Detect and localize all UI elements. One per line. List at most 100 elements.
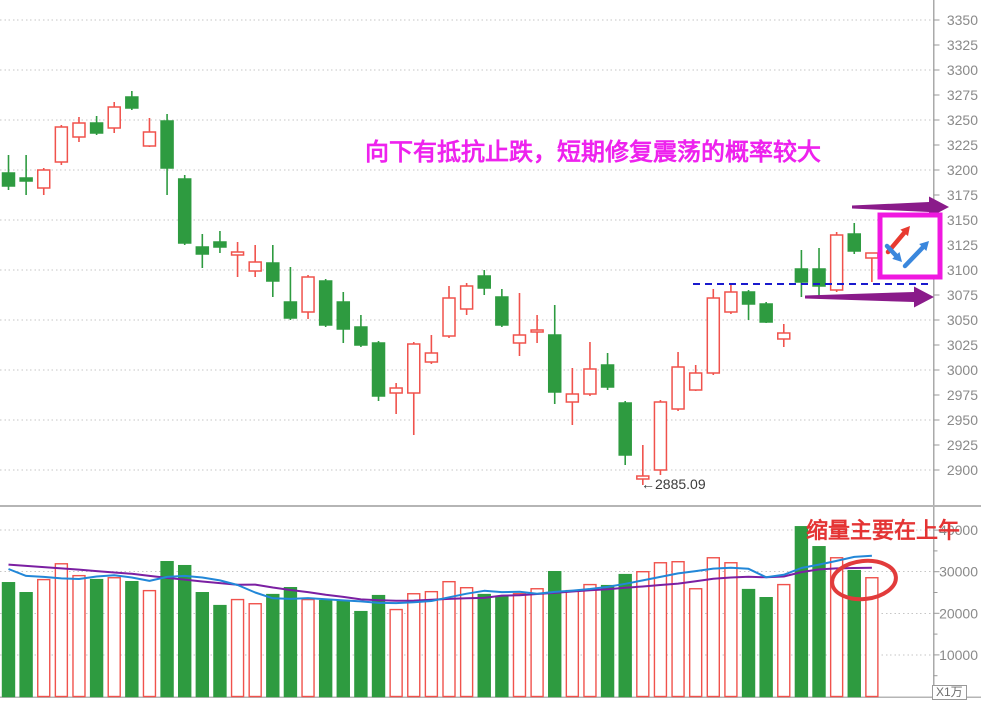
volume-bar xyxy=(266,593,280,698)
volume-bar xyxy=(724,562,738,698)
price-tick-label: 3250 xyxy=(947,112,978,128)
price-tick-label: 3325 xyxy=(947,37,978,53)
candle-body xyxy=(371,342,386,397)
price-axis-labels: 3350 3325 3300 3275 3250 3225 3200 3175 3150 3125… xyxy=(933,12,978,478)
candle-body xyxy=(142,131,157,147)
volume-bar xyxy=(177,564,192,698)
blue-down-arrow-icon-head xyxy=(892,252,902,262)
volume-unit-label: X1万 xyxy=(932,685,967,700)
candle-body xyxy=(177,178,192,244)
candle-body xyxy=(336,301,351,330)
volume-bar xyxy=(777,583,791,698)
candle-body xyxy=(671,366,685,410)
price-tick-label: 2950 xyxy=(947,412,978,428)
price-tick-label: 3225 xyxy=(947,137,978,153)
price-tick-label: 3175 xyxy=(947,187,978,203)
candle-body xyxy=(530,329,544,333)
blue-up-arrow-icon xyxy=(902,245,926,269)
volume-bar xyxy=(336,599,350,698)
candle-body xyxy=(706,297,721,374)
blue-down-arrow-icon xyxy=(884,243,899,258)
candle-body xyxy=(865,252,879,259)
candle-body xyxy=(301,276,315,313)
candle-body xyxy=(89,122,104,134)
volume-bars xyxy=(1,526,879,698)
volume-bar xyxy=(213,604,227,698)
candle-body xyxy=(688,372,703,391)
price-tick-label: 3050 xyxy=(947,312,978,328)
volume-bar xyxy=(847,569,861,698)
candle-body xyxy=(72,122,86,138)
price-tick-label: 2900 xyxy=(947,462,978,478)
candle-body xyxy=(847,233,862,252)
price-tick-label: 3075 xyxy=(947,287,978,303)
volume-bar xyxy=(354,610,368,698)
candle-body xyxy=(160,120,174,169)
candle-body xyxy=(424,352,439,363)
candle-body xyxy=(318,280,333,326)
candle-body xyxy=(283,301,298,319)
candle-body xyxy=(653,401,668,471)
candle-body xyxy=(266,262,280,282)
price-tick-label: 3150 xyxy=(947,212,978,228)
candle-body xyxy=(600,364,615,388)
price-tick-label: 3200 xyxy=(947,162,978,178)
volume-bar xyxy=(548,571,562,698)
candle-body xyxy=(829,234,844,291)
volume-bar xyxy=(389,608,403,698)
volume-bar xyxy=(318,599,333,698)
volume-bar xyxy=(371,594,386,698)
volume-bar xyxy=(688,588,703,698)
volume-bar xyxy=(424,590,439,698)
volume-bar xyxy=(636,571,650,698)
volume-bar xyxy=(195,592,210,698)
price-tick-label: 3025 xyxy=(947,337,978,353)
volume-bar xyxy=(653,562,668,698)
candle-body xyxy=(741,291,756,305)
candle-body xyxy=(495,296,509,326)
volume-bar xyxy=(1,582,16,698)
volume-bar xyxy=(142,589,157,698)
volume-bar xyxy=(530,588,544,698)
candle-body xyxy=(777,332,791,340)
volume-bar xyxy=(54,563,69,698)
volume-bar xyxy=(477,593,491,698)
volume-bar xyxy=(759,597,773,698)
volume-ma-lines xyxy=(8,554,872,605)
candle-body xyxy=(477,275,491,289)
volume-bar xyxy=(107,577,121,698)
red-up-arrow-icon-head xyxy=(900,226,910,237)
candle-body xyxy=(19,177,33,182)
price-tick-label: 3100 xyxy=(947,262,978,278)
candle-body xyxy=(389,387,403,394)
volume-bar xyxy=(794,526,809,698)
price-tick-label: 3350 xyxy=(947,12,978,28)
price-tick-label: 3300 xyxy=(947,62,978,78)
candle-body xyxy=(125,96,139,109)
volume-bar xyxy=(442,580,456,698)
volume-bar xyxy=(89,578,104,698)
volume-bar xyxy=(301,598,315,698)
volume-bar xyxy=(741,588,756,698)
purple-arrow-upper xyxy=(852,196,949,218)
candle-body xyxy=(583,368,597,395)
candle-body xyxy=(794,268,809,283)
volume-bar xyxy=(125,580,139,698)
volume-bar xyxy=(618,573,632,698)
volume-bar xyxy=(865,577,879,698)
candle-body xyxy=(230,251,245,256)
candle-body xyxy=(812,268,826,287)
volume-bar xyxy=(512,593,527,698)
volume-bar xyxy=(283,587,298,698)
volume-bar xyxy=(812,546,826,698)
candle-body xyxy=(724,291,738,313)
volume-tick-label: 20000 xyxy=(939,605,978,621)
highlight-box xyxy=(877,212,943,280)
candle-body xyxy=(407,343,421,394)
price-tick-label: 3000 xyxy=(947,362,978,378)
purple-arrow-lower xyxy=(805,286,934,308)
price-tick-label: 2975 xyxy=(947,387,978,403)
gridlines xyxy=(0,19,934,656)
